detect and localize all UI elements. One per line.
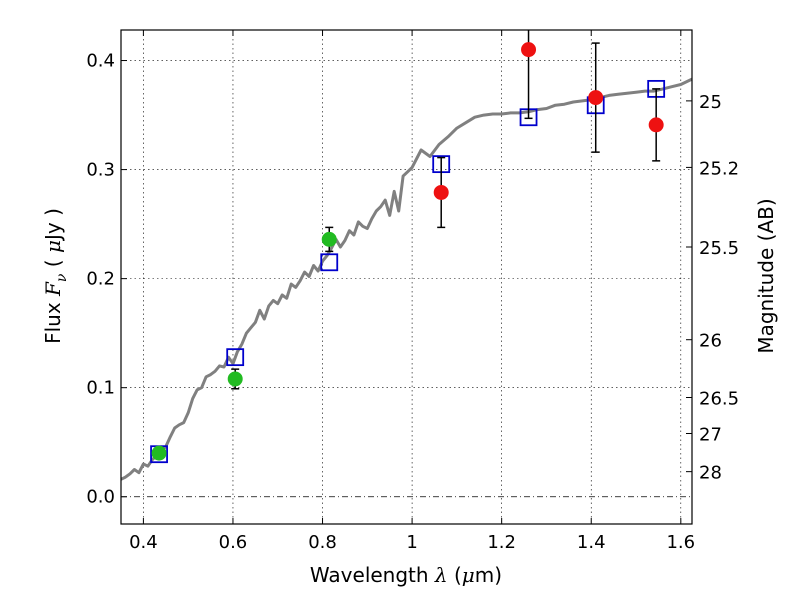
axis-ticks: 0.4 0.6 0.8 1 1.2 1.4 1.6 0.0 0.1 0.2 0.3 0.4 25 25.2… — [86, 30, 739, 553]
right-tick-label: 25.5 — [699, 238, 739, 259]
x-axis-label: Wavelength λ (μm) — [310, 563, 502, 587]
x-tick-label: 1 — [406, 532, 417, 553]
photometry-point — [521, 42, 537, 58]
right-tick-label: 25.2 — [699, 158, 739, 179]
y-tick-label: 0.4 — [86, 51, 115, 72]
photometry-point — [588, 90, 604, 106]
x-tick-label: 0.6 — [219, 532, 248, 553]
x-tick-label: 1.4 — [577, 532, 606, 553]
model-photometry-square — [226, 348, 245, 367]
y-tick-label: 0.3 — [86, 160, 115, 181]
photometry-point — [433, 184, 449, 200]
x-tick-label: 1.6 — [666, 532, 695, 553]
y-axis-label: Flux Fν ( μJy ) — [41, 208, 70, 344]
right-tick-label: 28 — [699, 463, 722, 484]
y-tick-label: 0.1 — [86, 378, 115, 399]
data-marks — [150, 30, 666, 464]
right-tick-label: 25 — [699, 92, 722, 113]
model-photometry-square — [320, 253, 339, 272]
right-tick-label: 26.5 — [699, 389, 739, 410]
photometry-point — [151, 445, 167, 461]
y-tick-label: 0.2 — [86, 269, 115, 290]
right-tick-label: 27 — [699, 424, 722, 445]
x-tick-label: 0.8 — [308, 532, 337, 553]
plot-frame — [120, 29, 693, 525]
right-axis-label: Magnitude (AB) — [754, 198, 778, 353]
grid-lines — [121, 30, 692, 524]
right-tick-label: 26 — [699, 331, 722, 352]
x-tick-label: 0.4 — [129, 532, 158, 553]
photometry-point — [321, 231, 337, 247]
photometry-point — [227, 371, 243, 387]
y-tick-label: 0.0 — [86, 487, 115, 508]
x-tick-label: 1.2 — [487, 532, 516, 553]
photometry-point — [648, 117, 664, 133]
